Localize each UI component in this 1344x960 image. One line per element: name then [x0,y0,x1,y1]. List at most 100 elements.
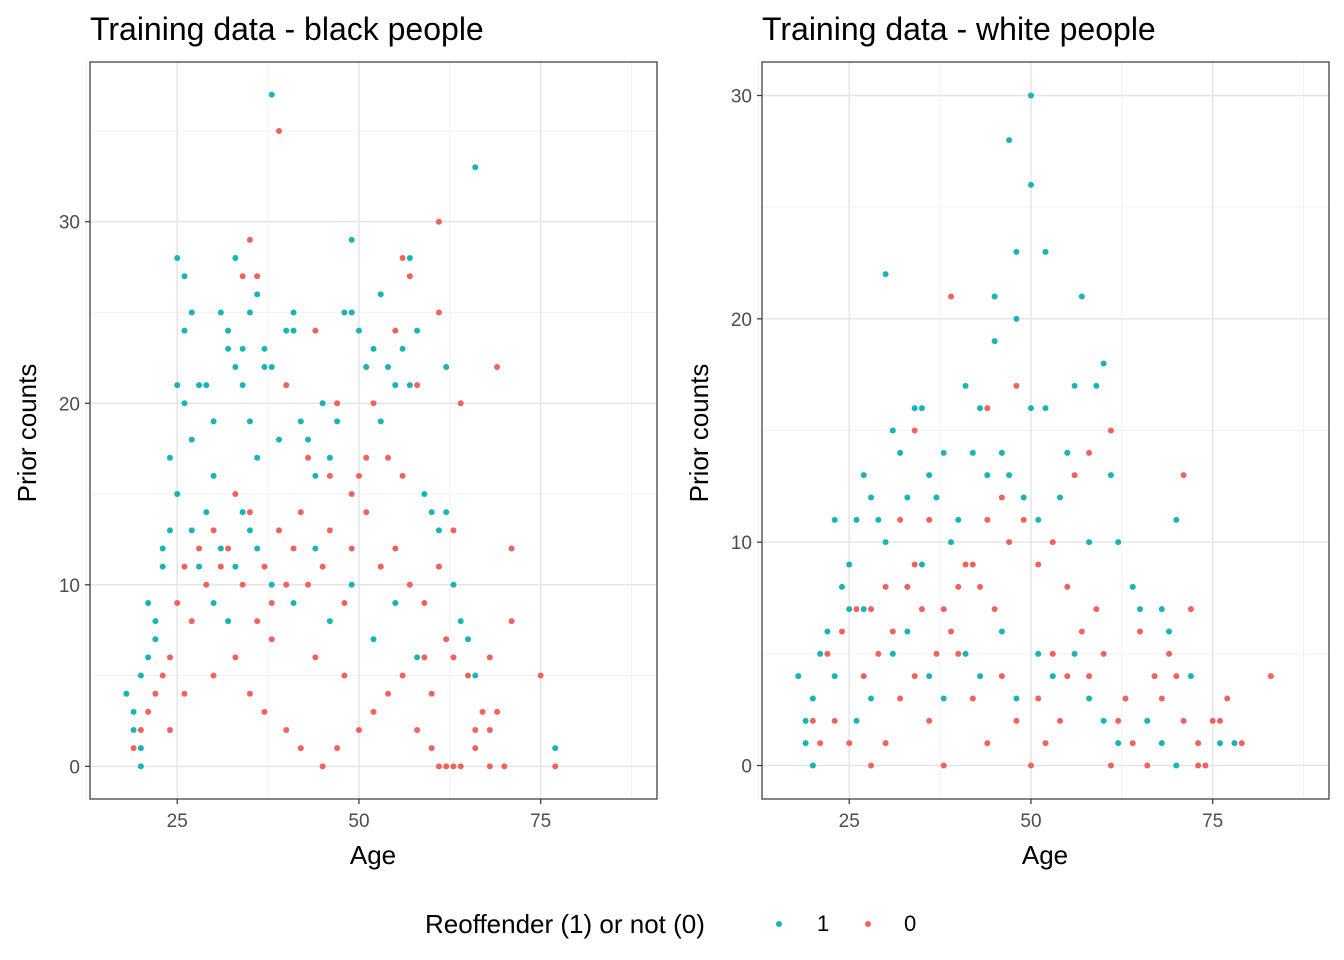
data-point-series-1 [1027,92,1034,99]
data-point-series-0 [1144,762,1151,769]
data-point-series-1 [904,494,911,501]
data-point-series-0 [1093,606,1100,613]
data-point-series-0 [203,581,210,588]
data-point-series-0 [501,763,508,770]
data-point-series-0 [363,509,370,516]
data-point-series-1 [377,418,384,425]
data-point-series-1 [326,618,333,625]
data-point-series-0 [1035,695,1042,702]
data-point-series-1 [846,606,853,613]
data-point-series-0 [1195,762,1202,769]
data-point-series-0 [465,672,471,679]
data-point-series-1 [341,309,348,316]
data-point-series-1 [1137,606,1143,613]
legend-label-0: 0 [904,911,916,936]
data-point-series-0 [406,581,413,588]
data-point-series-0 [305,454,312,461]
data-point-series-1 [1173,762,1180,769]
data-point-series-0 [853,606,860,613]
data-point-series-1 [443,363,450,370]
data-point-series-0 [210,672,217,679]
x-tick-label: 50 [1020,811,1041,832]
data-point-series-1 [166,454,173,461]
data-point-series-1 [1107,472,1114,479]
data-point-series-1 [1027,181,1034,188]
data-point-series-0 [319,763,326,770]
data-point-series-1 [290,327,297,334]
data-point-series-0 [450,527,457,534]
data-point-series-0 [130,745,137,752]
data-point-series-0 [254,273,261,280]
data-point-series-0 [494,708,501,715]
data-point-series-0 [897,516,904,523]
data-point-series-1 [210,418,217,425]
data-point-series-1 [370,636,377,643]
data-point-series-0 [399,255,406,262]
data-point-series-0 [508,618,515,625]
chart-title-left: Training data - black people [90,11,484,47]
data-point-series-1 [552,745,559,752]
data-point-series-1 [254,545,261,552]
data-point-series-0 [355,727,362,734]
data-point-series-0 [370,708,377,715]
data-point-series-1 [181,327,188,334]
data-point-series-0 [159,672,166,679]
data-point-series-1 [904,628,911,635]
data-point-series-0 [1216,717,1223,724]
data-point-series-0 [312,654,319,661]
data-point-series-1 [889,427,896,434]
data-point-series-0 [1187,606,1194,613]
data-point-series-1 [188,436,195,443]
data-point-series-1 [948,539,954,546]
data-point-series-0 [1115,717,1122,724]
data-point-series-1 [137,672,144,679]
data-point-series-0 [276,127,282,134]
data-point-series-0 [984,516,991,523]
data-point-series-0 [897,695,904,702]
data-point-series-0 [276,527,282,534]
data-point-series-1 [159,545,166,552]
data-point-series-0 [326,527,333,534]
data-point-series-1 [465,636,471,643]
data-point-series-0 [1086,673,1093,680]
data-point-series-0 [341,672,348,679]
data-point-series-1 [918,561,925,568]
data-point-series-1 [860,472,867,479]
data-point-series-1 [283,327,290,334]
x-tick-label: 50 [348,811,369,832]
data-point-series-0 [261,563,268,570]
data-point-series-0 [137,727,144,734]
data-point-series-0 [217,563,224,570]
data-point-series-1 [414,654,421,661]
data-point-series-1 [225,618,232,625]
data-point-series-1 [137,763,144,770]
data-point-series-0 [225,545,232,552]
data-point-series-1 [875,516,882,523]
data-point-series-0 [435,309,442,316]
data-point-series-0 [406,273,413,280]
data-point-series-1 [217,309,224,316]
data-point-series-0 [1013,382,1020,389]
y-axis-label-left: Prior counts [12,364,42,503]
data-point-series-1 [1078,293,1085,300]
x-tick-label: 25 [167,811,188,832]
data-point-series-0 [334,745,341,752]
data-point-series-0 [494,363,501,370]
data-point-series-0 [904,583,911,590]
data-point-series-1 [860,606,867,613]
data-point-series-0 [948,293,954,300]
data-point-series-0 [472,727,479,734]
data-point-series-0 [268,636,275,643]
data-point-series-0 [911,561,918,568]
data-point-series-1 [1144,717,1151,724]
data-point-series-0 [940,606,947,613]
data-point-series-0 [239,581,246,588]
panel-right: Training data - white people 25 50 75 0 10 20… [684,11,1330,870]
data-point-series-0 [1202,762,1209,769]
data-point-series-1 [1071,382,1078,389]
data-point-series-1 [254,454,261,461]
data-point-series-0 [428,745,435,752]
data-point-series-1 [181,400,188,407]
data-point-series-1 [210,599,217,606]
data-point-series-1 [882,271,889,278]
